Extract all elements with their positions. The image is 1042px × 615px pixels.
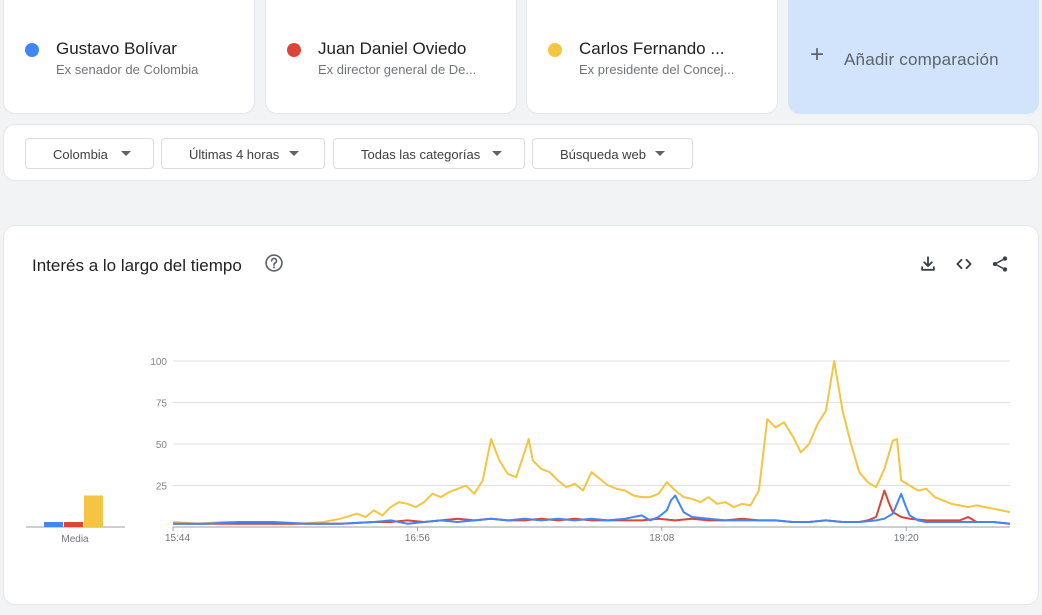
x-tick-label: 19:20: [894, 533, 919, 544]
average-bar-1: [44, 522, 63, 527]
dropdown-label: Búsqueda web: [560, 147, 647, 162]
y-tick-label: 100: [150, 357, 167, 368]
chart-labels: 25 50 75 100 15:44 16:56 18:08 19:20: [150, 357, 919, 544]
filter-bar: Colombia Últimas 4 horas Todas las categ…: [3, 124, 1039, 181]
series-line-1: [173, 492, 1011, 525]
interest-over-time-card: Interés a lo largo del tiempo Media 25 50…: [3, 225, 1039, 605]
filter-location-dropdown[interactable]: Colombia: [25, 138, 154, 169]
dropdown-label: Todas las categorías: [361, 147, 481, 162]
average-bar-3: [84, 495, 103, 527]
series-color-dot: [25, 43, 39, 57]
series-line-3: [172, 360, 1011, 525]
term-card-3[interactable]: Carlos Fernando ... Ex presidente del Co…: [526, 0, 778, 114]
filter-search-type-dropdown[interactable]: Búsqueda web: [532, 138, 693, 169]
term-description: Ex presidente del Concej...: [579, 62, 735, 77]
download-icon[interactable]: [918, 254, 938, 274]
term-name: Juan Daniel Oviedo: [318, 39, 467, 58]
caret-down-icon: [289, 151, 299, 156]
series-color-dot: [287, 43, 301, 57]
filter-category-dropdown[interactable]: Todas las categorías: [333, 138, 525, 169]
caret-down-icon: [121, 151, 131, 156]
series-line-2: [173, 489, 1011, 525]
x-tick-label: 18:08: [649, 533, 674, 544]
y-tick-label: 50: [156, 440, 168, 451]
caret-down-icon: [655, 151, 665, 156]
add-comparison-label: Añadir comparación: [844, 50, 999, 69]
interest-chart: Media 25 50 75 100 15:44 16:56 18:08 19:20: [26, 357, 1011, 545]
term-name: Carlos Fernando ...: [579, 39, 725, 58]
filter-time-dropdown[interactable]: Últimas 4 horas: [161, 138, 325, 169]
chart-series: [172, 360, 1011, 525]
x-tick-label: 16:56: [405, 533, 430, 544]
plus-icon: +: [810, 41, 825, 68]
caret-down-icon: [492, 151, 502, 156]
average-bars: Media: [26, 495, 125, 545]
term-card-2[interactable]: Juan Daniel Oviedo Ex director general d…: [265, 0, 517, 114]
term-name: Gustavo Bolívar: [56, 39, 177, 58]
series-color-dot: [548, 43, 562, 57]
x-tick-label: 15:44: [165, 533, 190, 544]
chart-grid: [172, 360, 1010, 531]
y-tick-label: 75: [156, 399, 168, 410]
embed-icon[interactable]: [954, 254, 974, 274]
term-card-1[interactable]: Gustavo Bolívar Ex senador de Colombia: [3, 0, 255, 114]
y-tick-label: 25: [156, 482, 168, 493]
add-comparison-button[interactable]: + Añadir comparación: [788, 0, 1039, 114]
term-description: Ex director general de De...: [318, 62, 477, 77]
average-label: Media: [61, 534, 89, 545]
dropdown-label: Últimas 4 horas: [189, 147, 280, 162]
section-title: Interés a lo largo del tiempo: [32, 256, 242, 275]
dropdown-label: Colombia: [53, 147, 108, 162]
average-bar-2: [64, 522, 83, 527]
term-description: Ex senador de Colombia: [56, 62, 199, 77]
help-icon[interactable]: [264, 253, 284, 273]
share-icon[interactable]: [990, 254, 1010, 274]
